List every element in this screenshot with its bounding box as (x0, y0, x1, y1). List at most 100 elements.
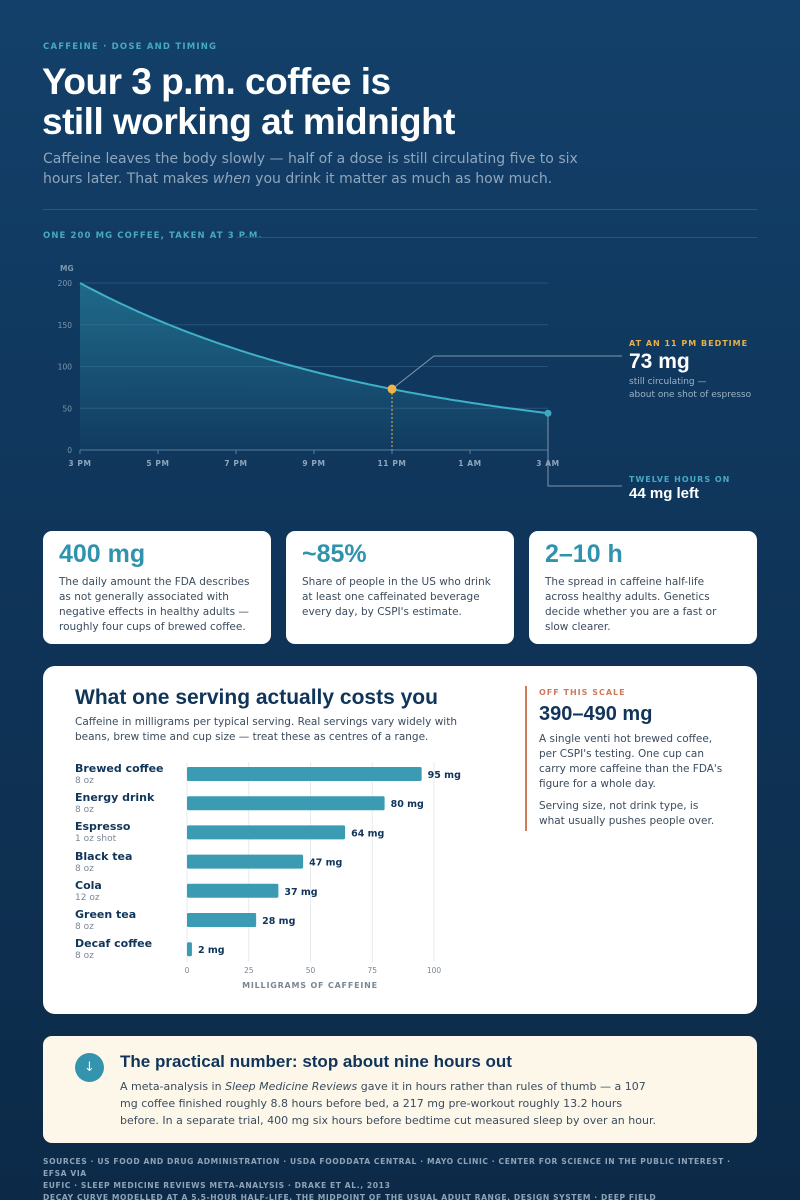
stat-value: ~85% (302, 540, 367, 568)
bar-value-label: 47 mg (309, 858, 342, 869)
decay-area-fill (80, 283, 548, 450)
bar-category-name: Espresso (75, 820, 131, 834)
bar-value-label: 2 mg (198, 945, 225, 956)
bar (187, 942, 192, 957)
serving-bar-chart: 0 25 50 75 100 95 mg 80 mg 64 mg 47 mg 37 mg 28 m… (185, 762, 461, 990)
decay-x-tick-label: 7 PM (224, 459, 247, 468)
off-scale-note: OFF THIS SCALE 390–490 mg A single venti… (525, 686, 725, 831)
arrow-down-icon: ↓ (75, 1053, 104, 1082)
bar-x-tick-label: 0 (185, 966, 190, 975)
sources-line-3: DECAY CURVE MODELLED AT A 5.5-HOUR HALF-… (43, 1193, 657, 1200)
subtitle-part-1: Caffeine leaves the body slowly — half o… (43, 151, 578, 187)
twelve-hours-callout-value: 44 mg left (629, 485, 700, 502)
off-scale-description: A single venti hot brewed coffee, per CS… (539, 733, 723, 790)
bedtime-callout-label: AT AN 11 PM BEDTIME (629, 339, 749, 348)
bar (187, 767, 422, 781)
stat-description: Share of people in the US who drink at l… (302, 576, 491, 618)
practical-body: A meta-analysis in Sleep Medicine Review… (120, 1078, 660, 1129)
twelve-hours-leader-line (547, 413, 622, 487)
decay-x-tick-label: 11 PM (377, 459, 406, 468)
bar-category-serving-size: 12 oz (75, 892, 100, 903)
bar-category-serving-size: 8 oz (75, 922, 94, 932)
practical-title: The practical number: stop about nine ho… (120, 1052, 512, 1071)
title-line-2: still working at midnight (42, 101, 456, 142)
practical-body-part-2: gave it in hours rather than rules of th… (120, 1080, 656, 1127)
bar (187, 796, 385, 811)
bedtime-callout-note: still circulating — about one shot of es… (629, 376, 779, 402)
bar-x-tick-label: 75 (367, 966, 377, 975)
serving-title: What one serving actually costs you (75, 686, 438, 709)
chart-eyebrow-rule (236, 237, 757, 238)
subtitle-part-2: you drink it matter as much as how much. (250, 171, 553, 187)
bar-series (187, 767, 422, 957)
bar-category-name: Green tea (75, 908, 137, 921)
decay-y-tick-labels: 0 50 100 150 200 (58, 279, 73, 455)
practical-body-journal: Sleep Medicine Reviews (225, 1080, 358, 1093)
sources-line-1: SOURCES · US FOOD AND DRUG ADMINISTRATIO… (43, 1157, 731, 1178)
subtitle-emphasis: when (212, 171, 251, 187)
decay-y-tick-label: 200 (58, 279, 73, 288)
practical-callout: ↓ The practical number: stop about nine … (43, 1036, 757, 1143)
decay-x-tick-label: 3 PM (68, 459, 91, 468)
off-scale-label: OFF THIS SCALE (539, 688, 626, 697)
header-eyebrow: CAFFEINE · DOSE AND TIMING (43, 42, 218, 52)
page-title: Your 3 p.m. coffee is still working at m… (42, 62, 602, 142)
bar-category-name: Energy drink (75, 791, 155, 805)
stat-card-half-life: 2–10 h The spread in caffeine half-life … (529, 531, 757, 644)
serving-card: What one serving actually costs you Caff… (43, 666, 757, 1014)
decay-y-tick-label: 50 (62, 404, 72, 413)
decay-y-tick-label: 150 (58, 321, 73, 330)
bar-x-tick-label: 50 (306, 966, 316, 975)
bar-category-serving-size: 8 oz (75, 863, 94, 874)
bar-category-serving-size: 1 oz shot (75, 834, 117, 845)
header-divider (43, 209, 757, 210)
stat-value: 400 mg (59, 540, 146, 568)
bedtime-callout-value: 73 mg (629, 350, 690, 373)
bar-x-tick-label: 25 (244, 966, 254, 975)
bar-value-labels: 95 mg 80 mg 64 mg 47 mg 37 mg 28 mg 2 mg (198, 770, 461, 956)
bar-category-serving-size: 8 oz (75, 776, 94, 786)
decay-x-tick-labels: 3 PM 5 PM 7 PM 9 PM 11 PM 1 AM 3 AM (68, 459, 559, 468)
bar-category-serving-size: 8 oz (75, 951, 94, 962)
stat-card-share-drinkers: ~85% Share of people in the US who drink… (286, 531, 514, 644)
bar-category-name: Brewed coffee (75, 762, 164, 775)
chart-eyebrow: ONE 200 MG COFFEE, TAKEN AT 3 P.M. (43, 231, 263, 241)
decay-x-tick-label: 1 AM (458, 459, 482, 468)
bedtime-leader-line (391, 355, 622, 390)
stat-card-fda-limit: 400 mg The daily amount the FDA describe… (43, 531, 271, 644)
sources-line-2: EUFIC · SLEEP MEDICINE REVIEWS META-ANAL… (43, 1181, 391, 1190)
bedtime-point (387, 384, 397, 394)
callout-leaders (391, 355, 622, 487)
bar-value-label: 64 mg (351, 828, 384, 839)
bar-value-label: 37 mg (284, 887, 317, 898)
decay-x-tick-label: 5 PM (146, 459, 169, 468)
twelve-hours-callout-label: TWELVE HOURS ON (629, 475, 731, 484)
bar-category-name: Cola (75, 878, 102, 892)
page-subtitle: Caffeine leaves the body slowly — half o… (43, 149, 583, 189)
bar (187, 854, 304, 869)
bar-category-name: Decaf coffee (75, 937, 153, 951)
bar-category-name: Black tea (75, 849, 133, 863)
off-scale-footnote: Serving size, not drink type, is what us… (539, 800, 715, 827)
bar-value-label: 95 mg (428, 770, 461, 781)
bar-value-label: 28 mg (262, 916, 295, 927)
bar (187, 883, 279, 898)
bar-x-axis-label: MILLIGRAMS OF CAFFEINE (242, 981, 378, 990)
sources-footer: SOURCES · US FOOD AND DRUG ADMINISTRATIO… (43, 1156, 757, 1200)
bar (187, 913, 257, 927)
title-line-1: Your 3 p.m. coffee is (42, 61, 391, 102)
twelve-hours-point (544, 409, 552, 417)
decay-highlight-points (387, 384, 552, 417)
decay-x-tick-label: 9 PM (302, 459, 325, 468)
bedtime-note-line-1: still circulating — (629, 377, 707, 387)
bar-category-serving-size: 8 oz (75, 805, 94, 816)
stat-description: The daily amount the FDA describes as no… (59, 576, 250, 633)
stat-description: The spread in caffeine half-life across … (545, 576, 717, 633)
decay-y-axis-label: MG (60, 264, 74, 273)
bar-value-label: 80 mg (391, 799, 424, 810)
decay-series-line (79, 282, 549, 415)
decay-y-tick-label: 100 (58, 363, 73, 372)
bedtime-note-line-2: about one shot of espresso (629, 390, 752, 400)
